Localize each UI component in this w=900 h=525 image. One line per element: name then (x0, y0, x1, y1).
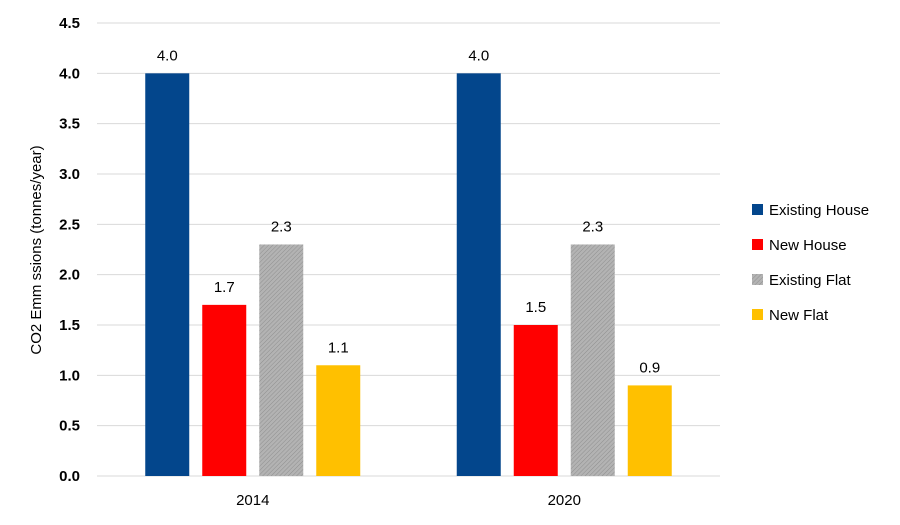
bar-existing-flat (570, 244, 615, 476)
data-label: 1.5 (525, 299, 546, 316)
legend-label: Existing House (769, 202, 869, 219)
legend: Existing House New House Existing Flat New … (752, 202, 869, 324)
legend-label: New Flat (769, 307, 829, 324)
bar-existing-house (456, 73, 501, 476)
bars (145, 73, 672, 476)
legend-label: New House (769, 237, 847, 254)
data-labels: 4.0 1.7 2.3 1.1 4.0 1.5 2.3 0.9 (157, 47, 660, 376)
bar-new-flat (316, 365, 361, 476)
y-tick-label: 2.5 (59, 216, 80, 233)
x-tick-label: 2020 (548, 492, 581, 509)
legend-swatch (752, 239, 763, 250)
legend-swatch (752, 309, 763, 320)
data-label: 1.1 (328, 339, 349, 356)
legend-swatch (752, 204, 763, 215)
y-tick-label: 2.0 (59, 267, 80, 284)
y-tick-label: 4.5 (59, 15, 80, 32)
bar-new-house (202, 304, 247, 476)
y-axis-ticks: 0.0 0.5 1.0 1.5 2.0 2.5 3.0 3.5 4.0 4.5 (59, 15, 80, 485)
y-tick-label: 1.5 (59, 317, 80, 334)
bar-new-flat (627, 385, 672, 476)
data-label: 0.9 (639, 359, 660, 376)
legend-swatch (752, 274, 763, 285)
y-tick-label: 0.5 (59, 418, 80, 435)
y-tick-label: 3.0 (59, 166, 80, 183)
data-label: 2.3 (271, 218, 292, 235)
y-axis-title: CO2 Emm ssions (tonnes/year) (28, 145, 45, 354)
x-tick-label: 2014 (236, 492, 269, 509)
bar-new-house (513, 325, 558, 476)
y-tick-label: 0.0 (59, 468, 80, 485)
x-axis-ticks: 2014 2020 (236, 492, 581, 509)
legend-label: Existing Flat (769, 272, 852, 289)
data-label: 4.0 (157, 47, 178, 64)
data-label: 4.0 (468, 47, 489, 64)
y-tick-label: 3.5 (59, 116, 80, 133)
bar-existing-house (145, 73, 190, 476)
gridlines (97, 22, 720, 477)
data-label: 1.7 (214, 279, 235, 296)
bar-existing-flat (259, 244, 304, 476)
y-tick-label: 4.0 (59, 65, 80, 82)
data-label: 2.3 (582, 218, 603, 235)
y-tick-label: 1.0 (59, 367, 80, 384)
